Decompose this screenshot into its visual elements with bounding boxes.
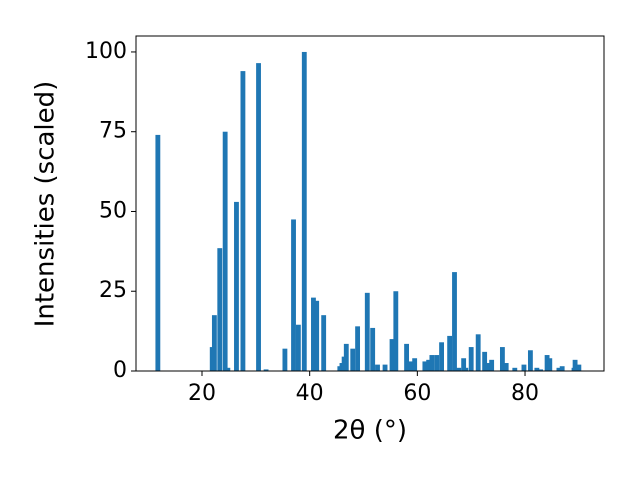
bar bbox=[291, 219, 296, 371]
y-tick-label: 50 bbox=[99, 198, 127, 223]
bar bbox=[572, 359, 578, 371]
bar bbox=[364, 292, 370, 371]
x-tick-label: 40 bbox=[296, 381, 324, 406]
bar bbox=[512, 367, 518, 371]
bar bbox=[240, 71, 246, 371]
bar bbox=[521, 364, 527, 371]
bar bbox=[447, 335, 453, 371]
bar bbox=[295, 324, 301, 371]
bar bbox=[489, 359, 495, 371]
bar bbox=[282, 348, 288, 371]
bar bbox=[538, 369, 544, 371]
bar bbox=[393, 291, 399, 371]
bar bbox=[429, 355, 435, 371]
bar bbox=[408, 361, 414, 371]
y-tick-label: 100 bbox=[85, 39, 127, 64]
bar bbox=[556, 367, 562, 371]
bar bbox=[382, 364, 388, 371]
bar bbox=[463, 367, 469, 371]
bar bbox=[217, 248, 223, 371]
bar bbox=[503, 363, 509, 371]
x-tick-label: 60 bbox=[403, 381, 431, 406]
x-tick-label: 80 bbox=[511, 381, 539, 406]
bar bbox=[422, 361, 428, 371]
bar bbox=[547, 358, 553, 371]
bar bbox=[404, 343, 410, 371]
x-tick-label: 20 bbox=[188, 381, 216, 406]
bar bbox=[544, 355, 550, 371]
bar bbox=[311, 297, 316, 371]
bar bbox=[370, 327, 376, 371]
bar bbox=[301, 51, 307, 371]
bar bbox=[576, 364, 582, 371]
bar bbox=[452, 272, 457, 371]
bar bbox=[482, 351, 488, 371]
bar bbox=[527, 350, 533, 371]
plot-frame bbox=[135, 35, 605, 372]
bar bbox=[321, 315, 327, 371]
bar bbox=[559, 366, 565, 371]
bar bbox=[456, 367, 462, 371]
x-axis-label: 2θ (°) bbox=[333, 416, 407, 446]
bar bbox=[225, 367, 231, 371]
bar bbox=[439, 342, 444, 371]
bar bbox=[434, 355, 440, 371]
bar bbox=[485, 363, 491, 371]
bar bbox=[412, 358, 418, 371]
bar bbox=[314, 300, 320, 371]
y-tick-label: 25 bbox=[99, 278, 127, 303]
y-tick-label: 75 bbox=[99, 119, 127, 144]
bar bbox=[343, 343, 349, 371]
bar bbox=[222, 131, 228, 371]
bar bbox=[234, 201, 239, 371]
bar bbox=[461, 358, 467, 371]
bar bbox=[475, 334, 481, 371]
bar bbox=[355, 326, 361, 371]
bar bbox=[534, 367, 540, 371]
bar bbox=[350, 348, 356, 371]
bar bbox=[155, 134, 161, 371]
bar bbox=[211, 315, 217, 371]
bar bbox=[389, 339, 395, 371]
bar bbox=[426, 359, 432, 371]
bar bbox=[468, 347, 474, 371]
y-tick-label: 0 bbox=[113, 358, 127, 383]
bar bbox=[263, 369, 269, 371]
bar bbox=[375, 364, 380, 371]
bar bbox=[499, 347, 505, 371]
y-axis-label: Intensities (scaled) bbox=[31, 81, 61, 328]
bar bbox=[256, 63, 261, 371]
